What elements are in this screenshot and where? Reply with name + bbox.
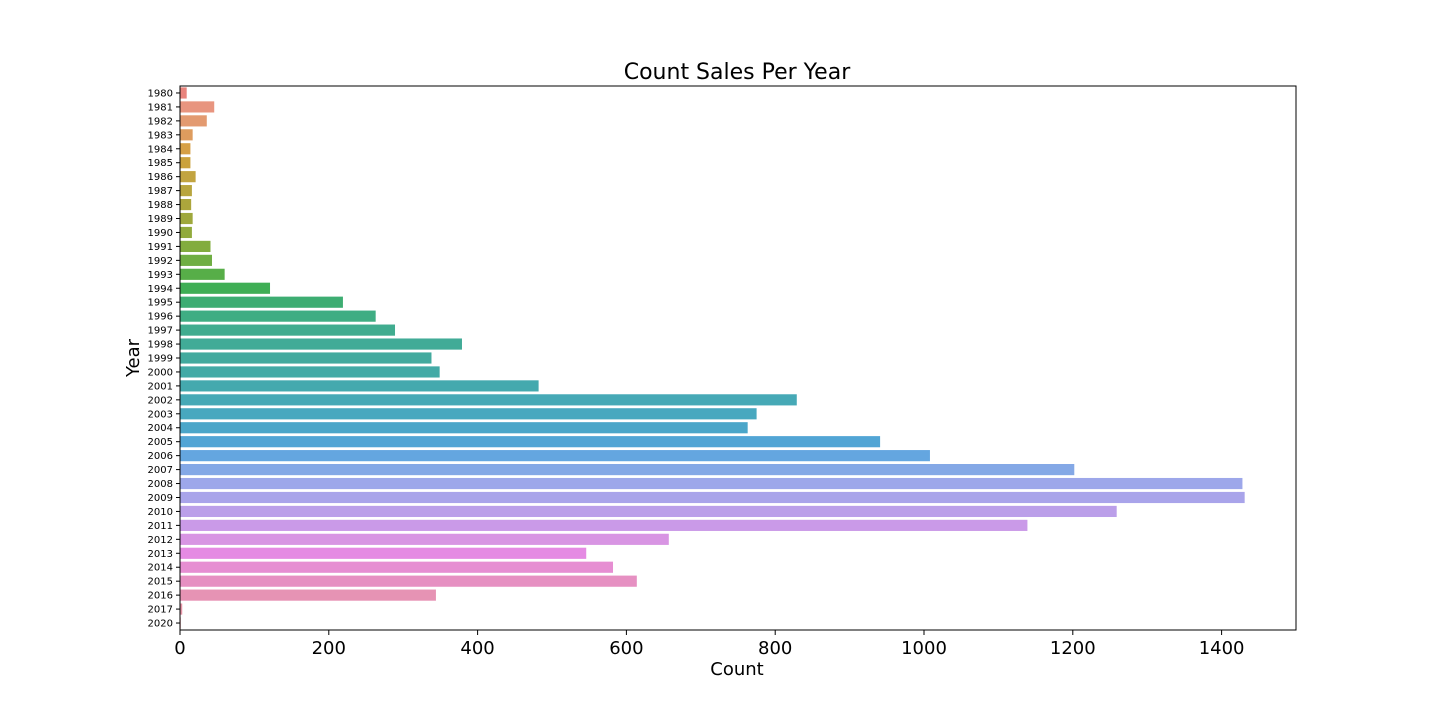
bar-1989 [180, 212, 193, 225]
y-tick-label-2007: 2007 [148, 465, 173, 476]
bar-2004 [180, 422, 748, 434]
x-tick-label-600: 600 [609, 638, 643, 659]
y-tick-label-1995: 1995 [148, 298, 173, 309]
y-tick-label-1994: 1994 [148, 284, 173, 295]
y-tick-label-1991: 1991 [148, 242, 173, 253]
y-tick-label-2003: 2003 [148, 409, 173, 420]
y-tick-label-2014: 2014 [148, 563, 173, 574]
bar-2017 [180, 603, 183, 615]
x-tick-label-1000: 1000 [901, 638, 947, 659]
y-tick-label-1988: 1988 [148, 200, 173, 211]
bar-2009 [180, 491, 1245, 504]
y-axis-ticks: 1980 1981 1982 1983 1984 1985 1986 1987 1988 1989… [148, 88, 180, 630]
y-tick-label-1984: 1984 [148, 144, 173, 155]
bar-1985 [180, 157, 191, 169]
chart-title: Count Sales Per Year [624, 60, 851, 85]
y-tick-label-1985: 1985 [148, 158, 173, 169]
y-tick-label-2015: 2015 [148, 577, 173, 588]
bar-2013 [180, 547, 587, 559]
bar-1994 [180, 282, 271, 294]
y-tick-label-2009: 2009 [148, 493, 173, 504]
y-tick-label-2011: 2011 [148, 521, 173, 532]
y-tick-label-2002: 2002 [148, 395, 173, 406]
bar-1981 [180, 101, 215, 113]
bar-2010 [180, 505, 1117, 518]
bar-2007 [180, 464, 1075, 476]
bar-1991 [180, 240, 211, 252]
bar-1983 [180, 129, 193, 141]
y-tick-label-1998: 1998 [148, 340, 173, 351]
bar-2000 [180, 366, 440, 378]
y-tick-label-1990: 1990 [148, 228, 173, 239]
bar-2006 [180, 450, 930, 462]
bar-1999 [180, 352, 432, 364]
y-tick-label-2006: 2006 [148, 451, 173, 462]
bar-2014 [180, 561, 614, 573]
y-tick-label-2004: 2004 [148, 423, 173, 434]
bar-1982 [180, 115, 207, 127]
bar-2012 [180, 533, 669, 545]
bar-1995 [180, 296, 343, 308]
y-tick-label-2008: 2008 [148, 479, 173, 490]
y-tick-label-2016: 2016 [148, 591, 173, 602]
x-tick-label-1200: 1200 [1050, 638, 1096, 659]
bar-2008 [180, 477, 1243, 490]
y-tick-label-2013: 2013 [148, 549, 173, 560]
x-tick-label-0: 0 [174, 638, 185, 659]
y-tick-label-2001: 2001 [148, 381, 173, 392]
bar-2011 [180, 519, 1028, 531]
y-tick-label-1997: 1997 [148, 326, 173, 337]
y-tick-label-1993: 1993 [148, 270, 173, 281]
bar-1998 [180, 338, 462, 350]
y-tick-label-1996: 1996 [148, 312, 173, 323]
bar-2002 [180, 394, 797, 406]
bar-2005 [180, 436, 881, 448]
bar-1992 [180, 254, 212, 266]
bar-1996 [180, 310, 376, 322]
bars-group [180, 87, 1245, 629]
y-tick-label-1992: 1992 [148, 256, 173, 267]
bar-1993 [180, 268, 225, 280]
x-tick-label-200: 200 [312, 638, 346, 659]
x-axis-ticks: 0 200 400 600 800 1000 1200 1400 [174, 630, 1245, 659]
y-tick-label-1983: 1983 [148, 130, 173, 141]
y-tick-label-1980: 1980 [148, 88, 173, 99]
bar-2001 [180, 380, 539, 392]
y-axis-label: Year [123, 338, 144, 378]
y-tick-label-2005: 2005 [148, 437, 173, 448]
y-tick-label-2010: 2010 [148, 507, 173, 518]
bar-2003 [180, 408, 757, 420]
x-tick-label-1400: 1400 [1199, 638, 1245, 659]
bar-2015 [180, 575, 637, 587]
y-tick-label-1999: 1999 [148, 354, 173, 365]
y-tick-label-1986: 1986 [148, 172, 173, 183]
y-tick-label-1987: 1987 [148, 186, 173, 197]
bar-1987 [180, 185, 192, 197]
bar-2016 [180, 589, 436, 601]
bar-1997 [180, 324, 396, 336]
y-tick-label-1989: 1989 [148, 214, 173, 225]
y-tick-label-2012: 2012 [148, 535, 173, 546]
bar-1990 [180, 226, 192, 239]
bar-1986 [180, 171, 196, 183]
y-tick-label-2017: 2017 [148, 605, 173, 616]
bar-1980 [180, 87, 187, 99]
x-tick-label-400: 400 [460, 638, 494, 659]
y-tick-label-1981: 1981 [148, 102, 173, 113]
x-axis-label: Count [710, 659, 763, 680]
y-tick-label-2000: 2000 [148, 367, 173, 378]
bar-1984 [180, 143, 191, 155]
x-tick-label-800: 800 [758, 638, 792, 659]
bar-1988 [180, 198, 192, 211]
y-tick-label-2020: 2020 [148, 619, 173, 630]
y-tick-label-1982: 1982 [148, 116, 173, 127]
